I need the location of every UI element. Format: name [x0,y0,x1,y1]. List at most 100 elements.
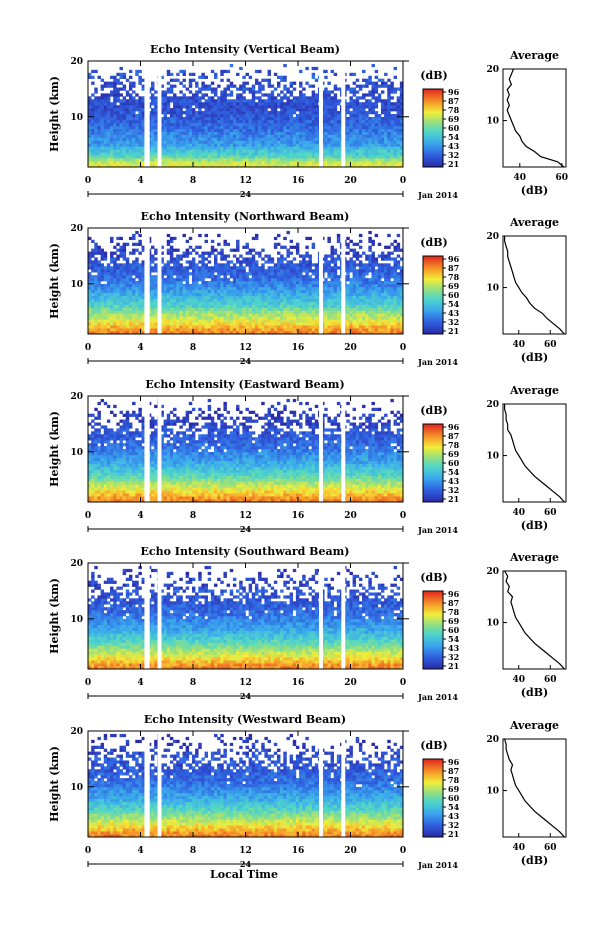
heatmap-cell [229,325,234,329]
heatmap-cell [308,99,312,103]
heatmap-cell [229,275,234,279]
heatmap-cell [299,105,303,109]
heatmap-cell [355,272,360,276]
heatmap-cell [264,134,268,138]
heatmap-cell [106,149,111,153]
heatmap-cell [387,119,391,124]
heatmap-cell [295,125,300,130]
heatmap-cell [220,283,224,288]
heatmap-cell [128,137,133,141]
heatmap-cell [305,266,309,270]
heatmap-cell [251,313,256,317]
heatmap-cell [365,81,369,85]
heatmap-cell [362,286,366,291]
heatmap-cell [198,90,202,94]
heatmap-cell [305,131,309,135]
heatmap-cell [185,155,190,159]
heatmap-cell [295,128,300,132]
heatmap-cell [362,93,366,97]
heatmap-cell [261,164,265,168]
heatmap-cell [327,307,331,311]
heatmap-cell [387,161,391,165]
heatmap-cell [217,111,221,115]
heatmap-cell [270,322,275,326]
heatmap-cell [305,313,309,317]
heatmap-cell [119,155,123,159]
heatmap-cell [399,283,404,288]
heatmap-cell [226,143,231,147]
heatmap-cell [384,298,388,302]
heatmap-cell [330,301,334,305]
heatmap-cell [311,125,316,130]
heatmap-cell [188,316,193,320]
heatmap-cell [349,131,353,135]
heatmap-cell [330,134,334,138]
heatmap-cell [185,328,190,332]
heatmap-cell [110,278,114,282]
heatmap-cell [154,140,158,144]
heatmap-cell [384,307,388,311]
heatmap-cell [154,105,158,109]
heatmap-cell [396,102,401,106]
heatmap-cell [94,331,98,335]
heatmap-cell [210,146,215,150]
heatmap-cell [258,105,262,109]
heatmap-cell [132,149,136,153]
heatmap-cell [377,78,382,82]
heatmap-cell [195,298,199,302]
heatmap-cell [346,128,350,132]
heatmap-cell [106,99,111,103]
heatmap-cell [163,301,168,305]
heatmap-cell [380,322,385,326]
heatmap-cell [91,319,95,323]
heatmap-cell [217,143,221,147]
heatmap-cell [188,96,193,100]
heatmap-cell [163,331,168,335]
heatmap-cell [141,289,145,294]
heatmap-cell [371,108,375,112]
heatmap-cell [229,310,234,314]
heatmap-cell [223,114,227,118]
heatmap-cell [173,99,177,103]
heatmap-cell [286,313,290,317]
heatmap-cell [330,313,334,317]
heatmap-cell [270,84,275,88]
heatmap-cell [106,307,111,311]
heatmap-cell [327,281,331,285]
heatmap-cell [258,272,262,276]
heatmap-cell [185,146,190,150]
heatmap-cell [314,278,319,282]
heatmap-cell [116,158,120,162]
heatmap-cell [264,128,268,132]
heatmap-cell [371,93,375,97]
heatmap-cell [302,161,306,165]
heatmap-cell [125,281,130,285]
heatmap-cell [116,289,120,294]
heatmap-cell [191,93,196,97]
heatmap-cell [327,328,331,332]
heatmap-cell [100,295,105,299]
heatmap-cell [113,116,117,121]
heatmap-cell [280,319,284,323]
heatmap-cell [311,149,316,153]
heatmap-cell [299,137,303,141]
heatmap-cell [214,119,218,124]
heatmap-cell [365,140,369,144]
heatmap-cell [179,164,183,168]
heatmap-cell [226,128,231,132]
heatmap-cell [229,105,234,109]
heatmap-cell [135,128,139,132]
heatmap-cell [198,164,202,168]
heatmap-cell [387,90,391,94]
panel-title: Echo Intensity (Vertical Beam) [150,43,340,56]
heatmap-cell [166,108,171,112]
heatmap-cell [399,146,404,150]
heatmap-cell [314,122,319,127]
heatmap-cell [154,143,158,147]
heatmap-cell [273,328,278,332]
heatmap-cell [220,328,224,332]
heatmap-cell [173,322,177,326]
heatmap-cell [393,301,397,305]
heatmap-cell [119,75,123,79]
heatmap-cell [116,319,120,323]
